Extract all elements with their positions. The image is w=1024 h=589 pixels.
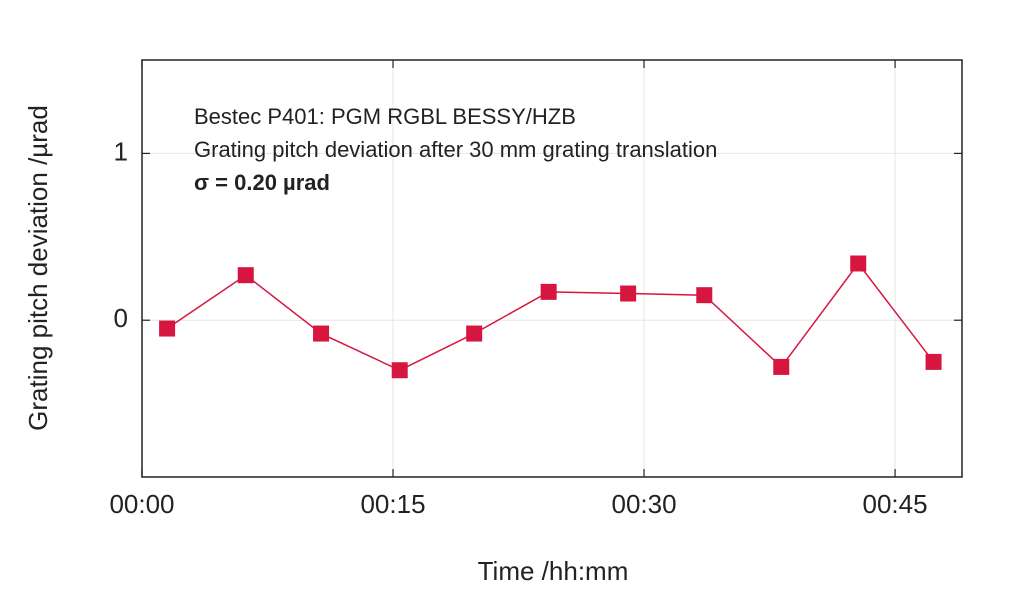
annotation: Grating pitch deviation after 30 mm grat…: [194, 137, 717, 162]
data-point: [773, 358, 790, 375]
data-point: [159, 320, 176, 337]
data-point: [391, 362, 408, 379]
plot-frame: [141, 59, 963, 478]
y-tick-label: 1: [114, 136, 128, 166]
annotation: Bestec P401: PGM RGBL BESSY/HZB: [194, 104, 576, 129]
x-tick-label: 00:00: [109, 489, 174, 519]
data-point: [696, 287, 713, 304]
x-tick-label: 00:45: [863, 489, 928, 519]
x-axis-label: Time /hh:mm: [478, 556, 629, 586]
data-point: [925, 353, 942, 370]
data-point: [540, 283, 557, 300]
data-point: [620, 285, 637, 302]
y-axis-label: Grating pitch deviation /µrad: [23, 105, 53, 431]
x-tick-label: 00:30: [612, 489, 677, 519]
y-tick-label: 0: [114, 303, 128, 333]
data-line: [166, 262, 935, 372]
data-point: [313, 325, 330, 342]
data-point: [237, 267, 254, 284]
data-point: [850, 255, 867, 272]
annotation: σ = 0.20 µrad: [194, 170, 330, 195]
x-tick-label: 00:15: [360, 489, 425, 519]
data-point: [466, 325, 483, 342]
